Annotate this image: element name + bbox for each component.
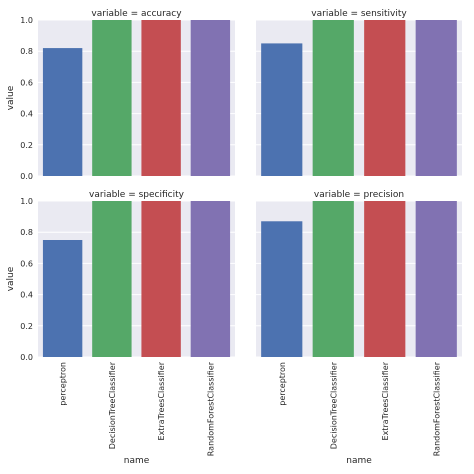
y-tick-label: 0.0	[20, 353, 33, 362]
facet-panel-2: 0.0 0.2 0.4 0.6 0.8 1.0 variable = specificity…	[6, 190, 235, 466]
y-tick-label: 0.2	[20, 322, 33, 331]
x-tick-label: ExtraTreesClassifier	[381, 361, 390, 440]
y-tick-label: 1.0	[20, 16, 33, 25]
y-tick-label: 0.4	[20, 110, 33, 119]
y-tick-label: 0.4	[20, 291, 33, 300]
facet-panel-3: variable = precision perceptron DecisionTr…	[256, 190, 462, 466]
bar-ExtraTreesClassifier	[364, 20, 406, 176]
x-tick-label: perceptron	[278, 362, 287, 406]
facet-panel-0: 0.0 0.2 0.4 0.6 0.8 1.0 variable = accuracy val…	[6, 9, 235, 181]
bar-perceptron	[42, 48, 83, 176]
x-tick-label: RandomForestClassifier	[432, 361, 441, 456]
y-axis-label: value	[6, 266, 16, 291]
bar-ExtraTreesClassifier	[141, 20, 181, 176]
y-tick-label: 0.0	[20, 172, 33, 181]
x-tick-label: perceptron	[59, 362, 68, 406]
bar-RandomForestClassifier	[190, 20, 231, 176]
x-tick-label: ExtraTreesClassifier	[157, 361, 166, 440]
bar-DecisionTreeClassifier	[92, 20, 132, 176]
bar-ExtraTreesClassifier	[141, 201, 181, 357]
y-tick-label: 0.6	[20, 78, 33, 87]
y-tick-label: 1.0	[20, 197, 33, 206]
facet-title: variable = precision	[314, 190, 404, 200]
bar-RandomForestClassifier	[190, 201, 231, 357]
y-tick-label: 0.8	[20, 47, 33, 56]
x-tick-label: DecisionTreeClassifier	[108, 361, 117, 449]
bar-DecisionTreeClassifier	[312, 20, 354, 176]
y-axis-label: value	[6, 85, 16, 110]
y-tick-label: 0.6	[20, 259, 33, 268]
facet-panel-1: variable = sensitivity	[256, 9, 462, 177]
facet-title: variable = sensitivity	[311, 9, 407, 19]
bar-DecisionTreeClassifier	[312, 201, 354, 357]
bar-perceptron	[261, 43, 303, 177]
bar-RandomForestClassifier	[415, 201, 457, 357]
bar-DecisionTreeClassifier	[92, 201, 132, 357]
bar-ExtraTreesClassifier	[364, 201, 406, 357]
bar-perceptron	[42, 240, 83, 357]
bar-perceptron	[261, 221, 303, 357]
x-tick-label: DecisionTreeClassifier	[329, 361, 338, 449]
y-tick-label: 0.8	[20, 228, 33, 237]
y-tick-label: 0.2	[20, 141, 33, 150]
x-axis-label: name	[346, 456, 372, 466]
facet-title: variable = specificity	[89, 190, 185, 200]
facet-title: variable = accuracy	[91, 9, 182, 19]
bar-RandomForestClassifier	[415, 20, 457, 176]
x-tick-label: RandomForestClassifier	[206, 361, 215, 456]
x-axis-label: name	[124, 456, 150, 466]
